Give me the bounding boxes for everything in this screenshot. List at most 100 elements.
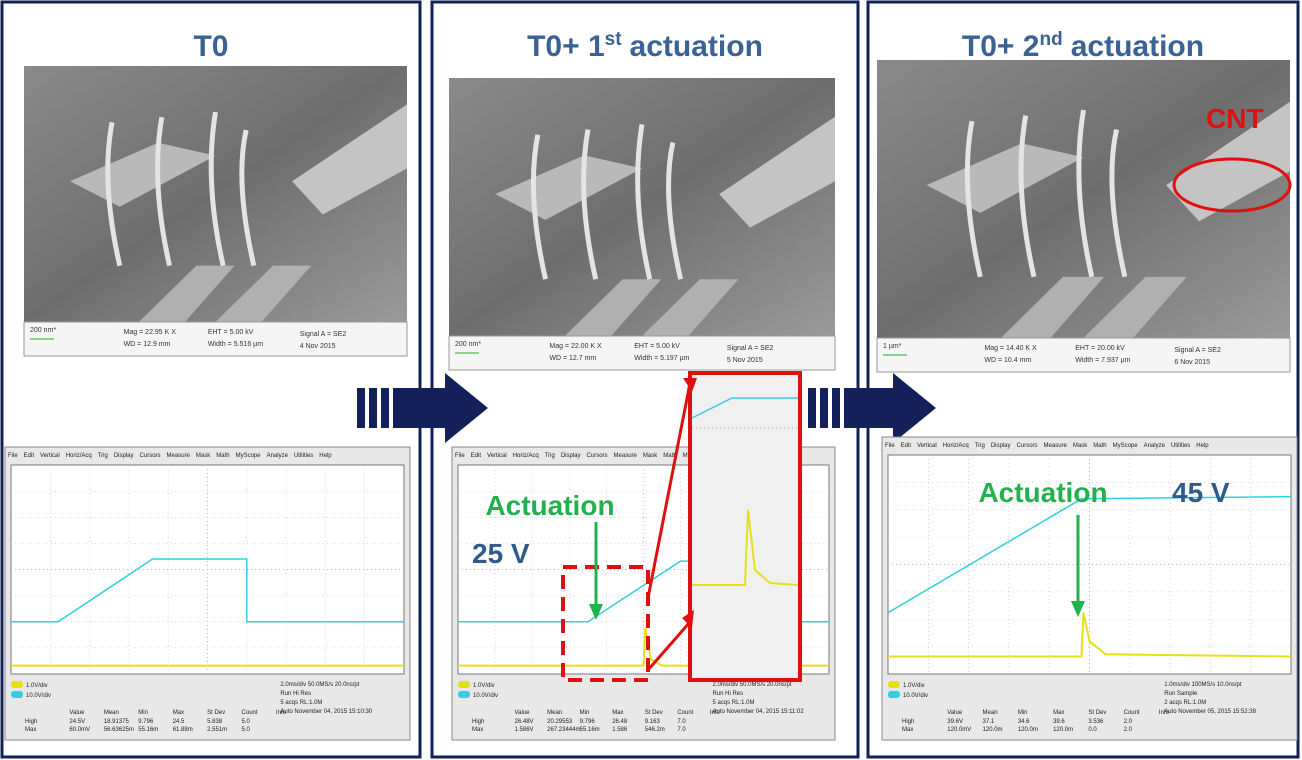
channel-badge xyxy=(888,681,900,688)
actuation-label: Actuation xyxy=(485,490,614,521)
table-cell: High xyxy=(472,719,484,725)
table-header: Value xyxy=(947,710,963,716)
sem-mag: Mag = 22.95 K X xyxy=(124,329,177,336)
voltage-label: 25 V xyxy=(472,538,530,569)
channel-scale: 1.0V/div xyxy=(26,683,48,689)
table-cell: 7.0 xyxy=(677,719,686,725)
scope-menu-item: Vertical xyxy=(917,443,937,449)
table-cell: Max xyxy=(902,727,913,733)
sem-width: Width = 5.197 µm xyxy=(634,355,689,362)
table-header: Min xyxy=(580,710,590,716)
table-cell: 39.6V xyxy=(947,719,963,725)
scope-menu-item: Measure xyxy=(167,453,191,459)
table-header: Count xyxy=(242,710,258,716)
table-cell: 39.6 xyxy=(1053,719,1065,725)
channel-badge xyxy=(458,681,470,688)
table-cell: 2.551m xyxy=(207,727,227,733)
scope-menu-item: Display xyxy=(991,443,1011,449)
table-header: Info xyxy=(276,710,287,716)
table-cell: 120.0mV xyxy=(947,727,971,733)
sem-wd: WD = 12.9 mm xyxy=(124,341,171,348)
channel-badge xyxy=(11,691,23,698)
table-cell: 20.29553 xyxy=(547,719,573,725)
table-header: St Dev xyxy=(207,710,225,716)
sem-signal: Signal A = SE2 xyxy=(727,345,774,352)
scope-status: 5 acqs RL:1.0M xyxy=(712,700,754,706)
table-cell: High xyxy=(25,719,37,725)
scope-menu-item: Vertical xyxy=(40,453,60,459)
table-cell: 1.586 xyxy=(612,727,628,733)
scope-menu-item: Horiz/Acq xyxy=(66,453,92,459)
scope-menu-item: MyScope xyxy=(236,453,262,459)
table-cell: 7.0 xyxy=(677,727,686,733)
table-header: Min xyxy=(138,710,148,716)
table-header: Max xyxy=(1053,710,1064,716)
scope-menu-item: Mask xyxy=(643,453,658,459)
scope-menu-item: Cursors xyxy=(587,453,608,459)
scope-menu-item: File xyxy=(885,443,895,449)
sem-info-bar xyxy=(449,336,835,370)
sem-scale: 200 nm* xyxy=(30,327,56,334)
sem-scale: 1 µm* xyxy=(883,343,902,350)
scope-status: Auto November 04, 2015 15:10:30 xyxy=(280,709,372,715)
sem-date: 6 Nov 2015 xyxy=(1174,359,1210,366)
scope-menu-item: Utilities xyxy=(294,453,313,459)
table-cell: 34.6 xyxy=(1018,719,1030,725)
scope-status: Run Hi Res xyxy=(712,691,743,697)
scope-menu-item: Analyze xyxy=(267,453,289,459)
channel-scale: 10.0V/div xyxy=(26,693,51,699)
channel-badge xyxy=(11,681,23,688)
table-cell: Max xyxy=(25,727,36,733)
scope-menu-item: File xyxy=(8,453,18,459)
scope-menu-item: Horiz/Acq xyxy=(513,453,539,459)
arrows xyxy=(357,373,936,443)
scope-menu-item: Trig xyxy=(975,443,985,449)
table-cell: 24.5V xyxy=(69,719,85,725)
table-cell: 5.0 xyxy=(242,727,251,733)
zoom-box xyxy=(690,373,800,680)
table-cell: 1.586V xyxy=(515,727,534,733)
table-cell: 26.48V xyxy=(515,719,534,725)
sem-date: 5 Nov 2015 xyxy=(727,357,763,364)
table-cell: 120.0m xyxy=(1018,727,1038,733)
table-cell: 18.91375 xyxy=(104,719,130,725)
panel-title: T0+ 2ndactuation xyxy=(962,29,1204,63)
sem-wd: WD = 10.4 mm xyxy=(984,357,1031,364)
scope-menu-item: Measure xyxy=(614,453,638,459)
scope-menu-item: Help xyxy=(319,453,332,459)
cnt-label: CNT xyxy=(1206,103,1264,134)
sem-info-bar xyxy=(877,338,1290,372)
table-cell: 61.88m xyxy=(173,727,193,733)
sem-signal: Signal A = SE2 xyxy=(300,331,347,338)
table-cell: 0.0 xyxy=(1088,727,1097,733)
table-header: Count xyxy=(1124,710,1140,716)
scope-status: Run Sample xyxy=(1164,691,1198,697)
scope-menu-item: Vertical xyxy=(487,453,507,459)
table-cell: 3.536 xyxy=(1088,719,1104,725)
table-cell: 9.796 xyxy=(580,719,596,725)
title-rest: actuation xyxy=(630,30,763,63)
table-cell: 5.0 xyxy=(242,719,251,725)
table-cell: 56.63625m xyxy=(104,727,134,733)
scope-menu-item: Horiz/Acq xyxy=(943,443,969,449)
table-cell: 9.163 xyxy=(645,719,661,725)
table-cell: Max xyxy=(472,727,483,733)
sem-width: Width = 5.516 µm xyxy=(208,341,263,348)
scope-menu-item: Analyze xyxy=(1144,443,1166,449)
scope-status: Auto November 05, 2015 15:52:38 xyxy=(1164,709,1256,715)
channel-scale: 10.0V/div xyxy=(473,693,498,699)
title-main: T0+ 1 xyxy=(527,30,605,63)
scope-status: 2.0ms/div 50.0MS/s 20.0ns/pt xyxy=(712,682,791,688)
table-header: Count xyxy=(677,710,693,716)
scope-status: Auto November 04, 2015 15:11:02 xyxy=(712,709,804,715)
scope-menu-item: Display xyxy=(114,453,134,459)
scope-menu-item: MyScope xyxy=(1113,443,1139,449)
voltage-label: 45 V xyxy=(1172,477,1230,508)
title-main: T0 xyxy=(193,30,228,63)
sem-wd: WD = 12.7 mm xyxy=(549,355,596,362)
title-sup: st xyxy=(605,29,623,50)
figure: T0200 nm*Mag = 22.95 K XWD = 12.9 mmEHT … xyxy=(0,0,1302,760)
scope-menu-item: Mask xyxy=(196,453,211,459)
table-header: Value xyxy=(515,710,531,716)
scope-status: 2 acqs RL:1.0M xyxy=(1164,700,1206,706)
